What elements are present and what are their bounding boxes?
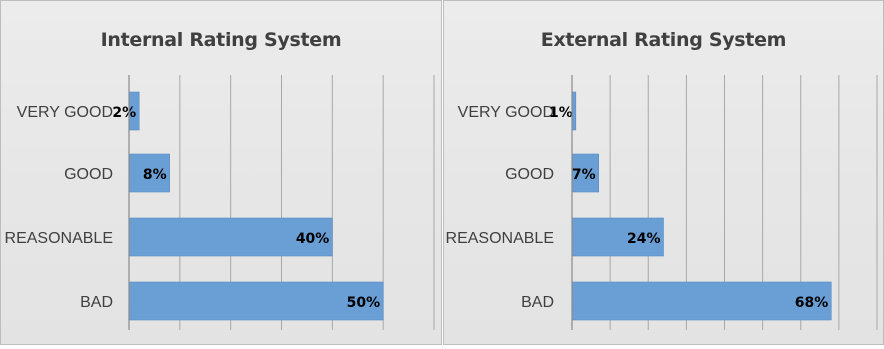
data-label: 7% [572, 167, 596, 183]
data-label: 2% [112, 105, 136, 121]
chart-title: External Rating System [540, 29, 787, 51]
internal-rating-chart: Internal Rating System VERY GOOD 2% GOOD 8%… [0, 0, 442, 345]
category-label: REASONABLE [446, 230, 554, 247]
category-label: GOOD [64, 166, 113, 183]
chart-title: Internal Rating System [100, 29, 342, 51]
bar [128, 281, 384, 321]
data-label: 1% [549, 105, 573, 121]
internal-rating-plot: VERY GOOD 2% GOOD 8% REASONABLE 40% BAD 50% [5, 75, 435, 330]
data-label: 8% [143, 167, 167, 183]
external-rating-chart: External Rating System VERY GOOD 1% GOOD 7%… [443, 0, 884, 345]
data-label: 24% [627, 231, 661, 247]
category-label: VERY GOOD [458, 104, 554, 121]
data-label: 40% [296, 231, 330, 247]
bar [571, 281, 832, 321]
category-label: GOOD [505, 166, 554, 183]
category-label: VERY GOOD [17, 104, 113, 121]
data-label: 50% [347, 295, 381, 311]
category-label: BAD [80, 294, 113, 311]
data-label: 68% [795, 295, 829, 311]
category-label: BAD [521, 294, 554, 311]
bar [128, 217, 333, 257]
category-label: REASONABLE [5, 230, 113, 247]
